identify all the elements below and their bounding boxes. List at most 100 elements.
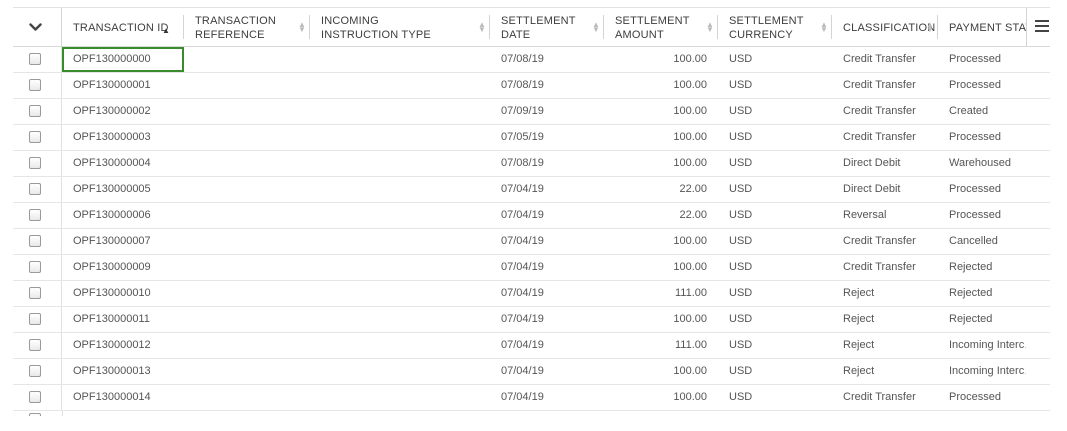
cell-classification[interactable]: Credit Transfer [843, 391, 916, 403]
cell-transaction-id[interactable]: OPF130000012 [73, 339, 151, 351]
row-checkbox[interactable] [29, 235, 41, 247]
column-header-settlement-date[interactable]: SETTLEMENT DATE ▲ ▼ [490, 8, 604, 46]
cell-classification[interactable]: Credit Transfer [843, 53, 916, 65]
cell-incoming-instruction-type[interactable] [310, 385, 490, 410]
cell-payment-status[interactable]: Processed [949, 391, 1001, 403]
column-header-incoming-instruction-type[interactable]: INCOMING INSTRUCTION TYPE ▲ ▼ [310, 8, 490, 46]
cell-classification[interactable]: Reject [843, 365, 875, 377]
cell-payment-status[interactable]: Rejected [949, 287, 993, 299]
cell-settlement-amount[interactable]: 100.00 [673, 131, 707, 143]
cell-settlement-amount[interactable]: 100.00 [673, 365, 707, 377]
cell-transaction-reference[interactable] [184, 359, 310, 384]
cell-settlement-amount[interactable]: 111.00 [674, 339, 707, 351]
cell-settlement-date[interactable]: 07/08/19 [501, 79, 544, 91]
cell-transaction-reference[interactable] [184, 47, 310, 72]
cell-settlement-currency[interactable]: USD [729, 157, 753, 169]
cell-settlement-date[interactable]: 07/04/19 [501, 209, 544, 221]
cell-incoming-instruction-type[interactable] [310, 307, 490, 332]
row-checkbox[interactable] [29, 313, 41, 325]
column-header-settlement-currency[interactable]: SETTLEMENT CURRENCY ▲ ▼ [718, 8, 832, 46]
cell-transaction-reference[interactable] [184, 125, 310, 150]
cell-settlement-date[interactable]: 07/04/19 [501, 391, 544, 403]
cell-settlement-currency[interactable]: USD [729, 131, 753, 143]
cell-transaction-id[interactable]: OPF130000010 [73, 287, 151, 299]
cell-incoming-instruction-type[interactable] [310, 333, 490, 358]
cell-settlement-date[interactable]: 07/04/19 [501, 313, 544, 325]
row-checkbox[interactable] [29, 209, 41, 221]
cell-classification[interactable]: Direct Debit [843, 157, 901, 169]
cell-transaction-id[interactable]: OPF130000013 [73, 365, 151, 377]
cell-payment-status[interactable]: Processed [949, 183, 1001, 195]
cell-settlement-amount[interactable]: 100.00 [673, 313, 707, 325]
table-row[interactable]: OPF130000006 07/04/19 22.00 USD Reversal Proc… [13, 203, 1050, 229]
cell-incoming-instruction-type[interactable] [310, 359, 490, 384]
select-all-toggle[interactable] [13, 8, 62, 46]
cell-transaction-id[interactable]: OPF130000006 [73, 209, 151, 221]
cell-transaction-reference[interactable] [184, 281, 310, 306]
table-row[interactable]: OPF130000003 07/05/19 100.00 USD Credit Tran… [13, 125, 1050, 151]
cell-settlement-date[interactable]: 07/04/19 [501, 183, 544, 195]
cell-settlement-currency[interactable]: USD [729, 209, 753, 221]
cell-classification[interactable]: Reject [843, 313, 875, 325]
cell-settlement-currency[interactable]: USD [729, 79, 753, 91]
table-row[interactable]: OPF130000011 07/04/19 100.00 USD Reject Rejec… [13, 307, 1050, 333]
cell-transaction-reference[interactable] [184, 333, 310, 358]
row-checkbox[interactable] [29, 183, 41, 195]
table-row[interactable]: OPF130000009 07/04/19 100.00 USD Credit Tran… [13, 255, 1050, 281]
column-header-classification[interactable]: CLASSIFICATION ▲ ▼ [832, 8, 938, 46]
cell-classification[interactable]: Reversal [843, 209, 887, 221]
row-checkbox[interactable] [29, 53, 41, 65]
cell-payment-status[interactable]: Warehoused [949, 157, 1011, 169]
cell-transaction-id[interactable]: OPF130000011 [73, 313, 150, 325]
cell-settlement-amount[interactable]: 100.00 [673, 391, 707, 403]
cell-settlement-date[interactable]: 07/04/19 [501, 261, 544, 273]
cell-settlement-currency[interactable]: USD [729, 105, 753, 117]
row-checkbox[interactable] [29, 413, 41, 416]
column-resize-handle[interactable] [603, 15, 604, 39]
column-header-transaction-id[interactable]: TRANSACTION ID ▲ [62, 8, 184, 46]
cell-classification[interactable]: Credit Transfer [843, 131, 916, 143]
cell-settlement-date[interactable]: 07/04/19 [501, 287, 544, 299]
table-row[interactable]: OPF130000007 07/04/19 100.00 USD Credit Tran… [13, 229, 1050, 255]
table-row[interactable]: OPF130000012 07/04/19 111.00 USD Reject Incom… [13, 333, 1050, 359]
cell-classification[interactable]: Reject [843, 339, 875, 351]
table-row[interactable]: OPF130000000 07/08/19 100.00 USD Credit Tran… [13, 47, 1050, 73]
cell-settlement-amount[interactable]: 111.00 [674, 287, 707, 299]
row-checkbox[interactable] [29, 391, 41, 403]
cell-payment-status[interactable]: Processed [949, 209, 1001, 221]
sort-icon[interactable]: ▲ ▼ [926, 20, 935, 34]
cell-transaction-id[interactable]: OPF130000014 [73, 391, 151, 403]
cell-settlement-date[interactable]: 07/05/19 [501, 131, 544, 143]
column-resize-handle[interactable] [717, 15, 718, 39]
cell-settlement-currency[interactable]: USD [729, 313, 753, 325]
cell-settlement-date[interactable]: 07/04/19 [501, 339, 544, 351]
cell-payment-status[interactable]: Rejected [949, 313, 993, 325]
cell-settlement-currency[interactable]: USD [729, 235, 753, 247]
column-header-transaction-reference[interactable]: TRANSACTION REFERENCE ▲ ▼ [184, 8, 310, 46]
cell-settlement-date[interactable]: 07/08/19 [501, 53, 544, 65]
cell-transaction-id[interactable]: OPF130000001 [73, 79, 151, 91]
sort-icon[interactable]: ▲ ▼ [298, 20, 307, 34]
cell-incoming-instruction-type[interactable] [310, 47, 490, 72]
cell-transaction-reference[interactable] [184, 73, 310, 98]
cell-incoming-instruction-type[interactable] [310, 255, 490, 280]
table-row[interactable]: OPF130000014 07/04/19 100.00 USD Credit Tran… [13, 385, 1050, 411]
table-row[interactable]: OPF130000010 07/04/19 111.00 USD Reject Rejec… [13, 281, 1050, 307]
row-checkbox[interactable] [29, 131, 41, 143]
row-checkbox[interactable] [29, 287, 41, 299]
column-menu-button[interactable] [1026, 8, 1050, 46]
column-resize-handle[interactable] [937, 15, 938, 39]
cell-transaction-id[interactable]: OPF130000007 [73, 235, 151, 247]
cell-transaction-reference[interactable] [184, 203, 310, 228]
cell-settlement-date[interactable]: 07/04/19 [501, 365, 544, 377]
cell-settlement-currency[interactable]: USD [729, 339, 753, 351]
cell-transaction-reference[interactable] [184, 177, 310, 202]
cell-payment-status[interactable]: Processed [949, 131, 1001, 143]
cell-transaction-id[interactable]: OPF130000009 [73, 261, 151, 273]
cell-settlement-date[interactable]: 07/08/19 [501, 157, 544, 169]
cell-payment-status[interactable]: Cancelled [949, 235, 998, 247]
cell-settlement-currency[interactable]: USD [729, 391, 753, 403]
cell-payment-status[interactable]: Incoming Interc… [949, 339, 1026, 351]
cell-incoming-instruction-type[interactable] [310, 125, 490, 150]
cell-settlement-amount[interactable]: 100.00 [673, 157, 707, 169]
